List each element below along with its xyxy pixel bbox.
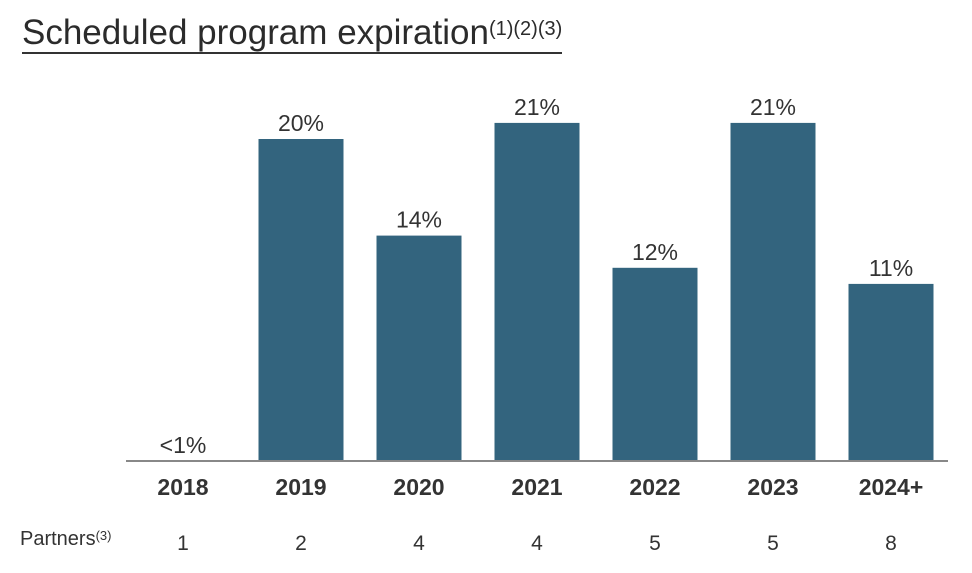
data-label-2018: <1% <box>160 432 207 458</box>
partners-value-2022: 5 <box>649 532 661 555</box>
data-label-2019: 20% <box>278 110 324 136</box>
partners-label: Partners(3) <box>20 528 111 551</box>
x-tick-label-2024+: 2024+ <box>859 474 924 500</box>
x-tick-label-2022: 2022 <box>629 474 680 500</box>
x-tick-label-2019: 2019 <box>275 474 326 500</box>
partners-value-2024+: 8 <box>885 532 897 555</box>
partners-label-text: Partners <box>20 528 96 550</box>
chart-title-text: Scheduled program expiration <box>22 13 489 52</box>
partners-value-2020: 4 <box>413 532 425 555</box>
bar-2024+ <box>848 283 934 461</box>
data-label-2021: 21% <box>514 94 560 120</box>
bar-2022 <box>612 267 698 461</box>
partners-value-2018: 1 <box>177 532 189 555</box>
x-tick-label-2023: 2023 <box>747 474 798 500</box>
bar-2023 <box>730 122 816 462</box>
x-tick-label-2020: 2020 <box>393 474 444 500</box>
x-tick-label-2018: 2018 <box>157 474 208 500</box>
data-label-2022: 12% <box>632 239 678 265</box>
x-tick-label-2021: 2021 <box>511 474 562 500</box>
data-label-2020: 14% <box>396 207 442 233</box>
title-footnote: (1)(2)(3) <box>488 18 563 40</box>
partners-footnote: (3) <box>95 528 112 543</box>
bar-2020 <box>376 235 462 461</box>
partners-value-2023: 5 <box>767 532 779 555</box>
chart-title: Scheduled program expiration(1)(2)(3) <box>22 13 563 54</box>
partners-value-2019: 2 <box>295 532 307 555</box>
data-label-2024+: 11% <box>869 255 913 281</box>
bar-2021 <box>494 122 580 462</box>
partners-value-2021: 4 <box>531 532 543 555</box>
bar-2019 <box>258 139 344 461</box>
data-label-2023: 21% <box>750 94 796 120</box>
